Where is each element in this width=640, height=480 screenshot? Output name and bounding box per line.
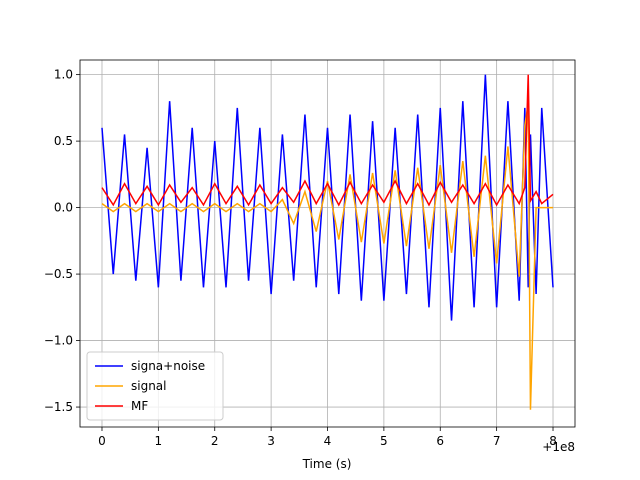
y-tick-label: −0.5 — [44, 267, 73, 281]
x-axis-label: Time (s) — [302, 457, 352, 471]
y-tick-label: −1.0 — [44, 334, 73, 348]
y-tick-label: −1.5 — [44, 400, 73, 414]
x-tick-label: 5 — [380, 434, 388, 448]
x-tick-label: 3 — [267, 434, 275, 448]
legend: signa+noise signal MF — [86, 351, 224, 421]
legend-label: signa+noise — [131, 359, 205, 373]
legend-label: MF — [131, 399, 148, 413]
series-line — [101, 103, 554, 410]
x-tick-label: 6 — [436, 434, 444, 448]
x-tick-label: 1 — [155, 434, 163, 448]
y-tick-label: 0.5 — [54, 134, 73, 148]
plot-frame — [79, 59, 576, 428]
legend-label: signal — [131, 379, 167, 393]
x-tick-label: 0 — [98, 434, 106, 448]
series-line — [101, 74, 554, 207]
y-tick-label: 0.0 — [54, 201, 73, 215]
y-tick-label: 1.0 — [54, 68, 73, 82]
x-tick-label: 2 — [211, 434, 219, 448]
x-tick-label: 7 — [493, 434, 501, 448]
x-tick-label: 8 — [549, 434, 557, 448]
legend-box — [86, 351, 224, 421]
x-offset-label: +1e8 — [542, 440, 575, 454]
x-tick-label: 4 — [324, 434, 332, 448]
